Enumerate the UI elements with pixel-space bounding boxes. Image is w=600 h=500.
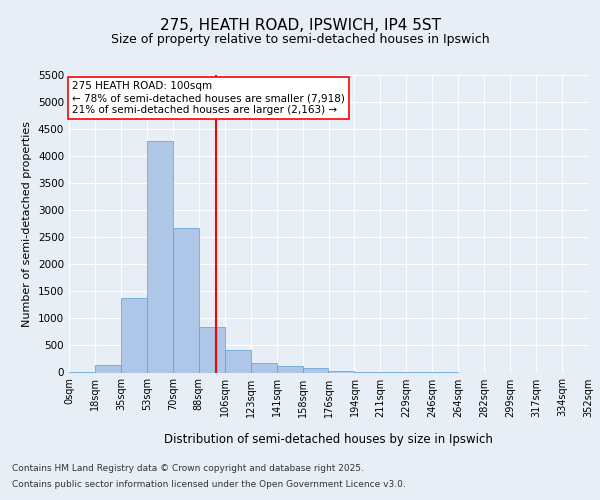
- Bar: [121, 298, 147, 372]
- Bar: [147, 141, 173, 372]
- Bar: [173, 228, 199, 372]
- Bar: [251, 363, 277, 372]
- Y-axis label: Number of semi-detached properties: Number of semi-detached properties: [22, 120, 32, 327]
- Bar: [199, 326, 224, 372]
- Text: Contains public sector information licensed under the Open Government Licence v3: Contains public sector information licen…: [12, 480, 406, 489]
- Text: Size of property relative to semi-detached houses in Ipswich: Size of property relative to semi-detach…: [110, 32, 490, 46]
- Text: 275, HEATH ROAD, IPSWICH, IP4 5ST: 275, HEATH ROAD, IPSWICH, IP4 5ST: [160, 18, 440, 32]
- Bar: [95, 366, 121, 372]
- Bar: [302, 368, 328, 372]
- Text: 275 HEATH ROAD: 100sqm
← 78% of semi-detached houses are smaller (7,918)
21% of : 275 HEATH ROAD: 100sqm ← 78% of semi-det…: [72, 82, 345, 114]
- Text: Distribution of semi-detached houses by size in Ipswich: Distribution of semi-detached houses by …: [164, 432, 493, 446]
- Bar: [277, 366, 302, 372]
- Text: Contains HM Land Registry data © Crown copyright and database right 2025.: Contains HM Land Registry data © Crown c…: [12, 464, 364, 473]
- Bar: [225, 350, 251, 372]
